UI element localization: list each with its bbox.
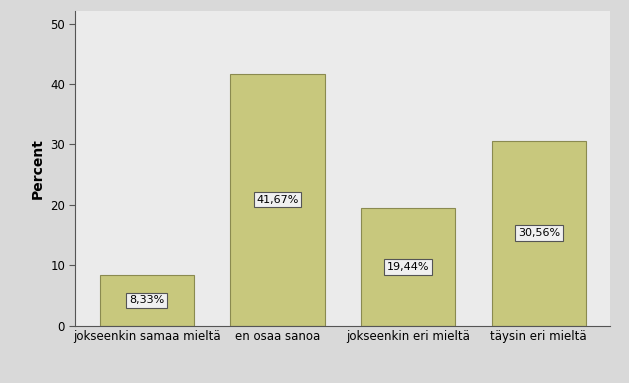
Bar [100, 275, 194, 326]
Bar [492, 141, 586, 326]
Text: 41,67%: 41,67% [256, 195, 299, 205]
Text: 8,33%: 8,33% [129, 295, 164, 305]
Y-axis label: Percent: Percent [31, 138, 45, 199]
Bar [230, 74, 325, 326]
Bar [361, 208, 455, 326]
Text: 30,56%: 30,56% [518, 228, 560, 238]
Text: 19,44%: 19,44% [387, 262, 430, 272]
